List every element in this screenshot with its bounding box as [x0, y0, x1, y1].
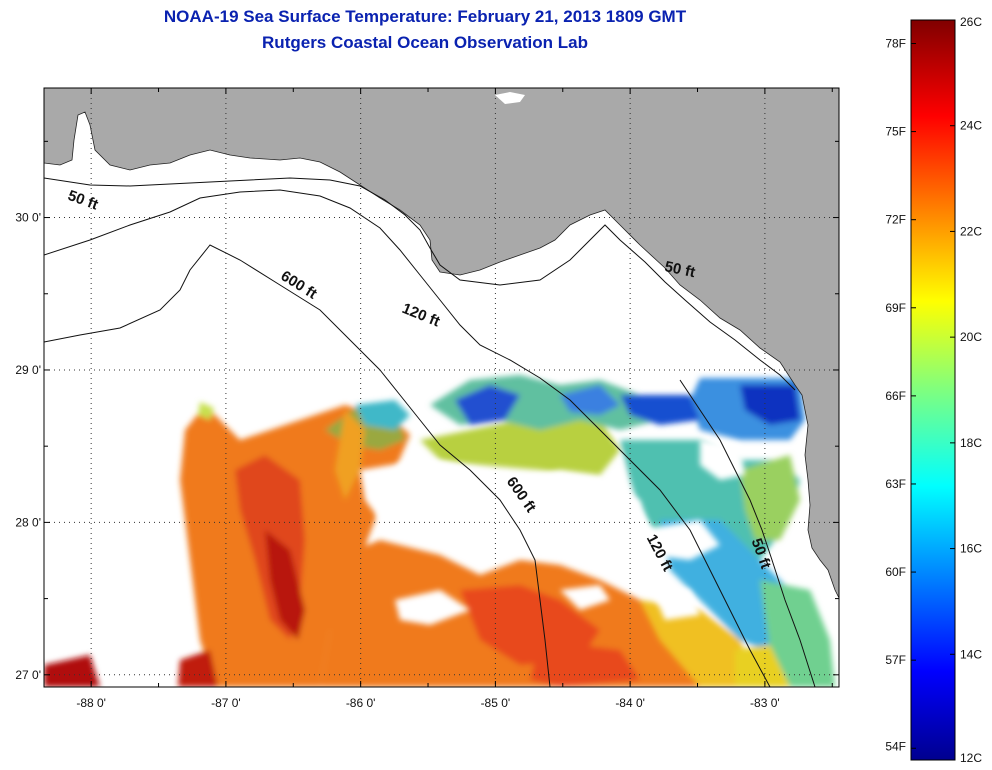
- inland-lake: [495, 92, 525, 104]
- colorbar-fahrenheit-label: 57F: [885, 653, 906, 667]
- sst-patch: [620, 395, 700, 425]
- lat-tick-label: 30 0': [15, 211, 41, 225]
- sst-patch: [740, 385, 800, 425]
- colorbar-gradient: [910, 19, 956, 761]
- lat-tick-label: 29 0': [15, 363, 41, 377]
- lon-tick-label: -84 0': [615, 696, 645, 710]
- lon-tick-label: -87 0': [211, 696, 241, 710]
- lon-tick-label: -83 0': [750, 696, 780, 710]
- colorbar-fahrenheit-label: 69F: [885, 301, 906, 315]
- sst-patch: [640, 600, 760, 687]
- colorbar-celsius-label: 16C: [960, 542, 982, 556]
- colorbar-celsius-label: 20C: [960, 330, 982, 344]
- colorbar-celsius-label: 18C: [960, 436, 982, 450]
- title-block: NOAA-19 Sea Surface Temperature: Februar…: [0, 4, 850, 56]
- sst-patch: [355, 400, 410, 430]
- sst-patch: [44, 655, 100, 687]
- sst-patch: [265, 530, 305, 640]
- sst-patch: [530, 640, 640, 687]
- sst-patch: [335, 410, 365, 500]
- contour-label: 50 ft: [663, 258, 697, 281]
- colorbar-fahrenheit-label: 54F: [885, 739, 906, 753]
- depth-contours: [44, 177, 816, 687]
- sst-patch: [740, 455, 800, 540]
- contour-50ft-east: [679, 379, 816, 687]
- colorbar-fahrenheit-label: 63F: [885, 477, 906, 491]
- sst-patch: [560, 385, 620, 415]
- chart-title: NOAA-19 Sea Surface Temperature: Februar…: [163, 7, 687, 26]
- lon-tick-label: -86 0': [346, 696, 376, 710]
- colorbar-celsius-label: 26C: [960, 15, 982, 29]
- contour-120ft: [44, 189, 771, 687]
- colorbar-fahrenheit-label: 66F: [885, 389, 906, 403]
- sst-patch: [455, 385, 520, 425]
- lon-tick-label: -88 0': [76, 696, 106, 710]
- lat-tick-label: 27 0': [15, 668, 41, 682]
- colorbar-celsius-label: 12C: [960, 751, 982, 765]
- colorbar-celsius-label: 22C: [960, 224, 982, 238]
- land-mass: [44, 88, 839, 599]
- sst-patch: [178, 650, 218, 687]
- sst-patch: [735, 645, 790, 687]
- lat-tick-label: 28 0': [15, 515, 41, 529]
- contour-600ft: [44, 244, 551, 687]
- contour-50ft-north: [44, 177, 796, 391]
- map-border: [43, 87, 840, 688]
- axes: -88 0' -87 0' -86 0' -85 0' -84 0' -83 0' 30 0…: [15, 88, 839, 710]
- colorbar-fahrenheit-label: 60F: [885, 565, 906, 579]
- colorbar: 26C 24C 22C 20C 18C 16C 14C 12C 78F 75F 72F 69F 66F 6…: [885, 15, 982, 765]
- sst-layer: [44, 375, 835, 687]
- colorbar-celsius-label: 14C: [960, 647, 982, 661]
- lon-tick-label: -85 0': [481, 696, 511, 710]
- colorbar-fahrenheit-label: 72F: [885, 213, 906, 227]
- colorbar-celsius-label: 24C: [960, 119, 982, 133]
- colorbar-fahrenheit-label: 75F: [885, 125, 906, 139]
- colorbar-ticks: 26C 24C 22C 20C 18C 16C 14C 12C 78F 75F 72F 69F 66F 6…: [885, 15, 982, 765]
- colorbar-fahrenheit-label: 78F: [885, 36, 906, 50]
- chart-subtitle: Rutgers Coastal Ocean Observation Lab: [262, 33, 588, 52]
- sst-patch: [198, 402, 214, 420]
